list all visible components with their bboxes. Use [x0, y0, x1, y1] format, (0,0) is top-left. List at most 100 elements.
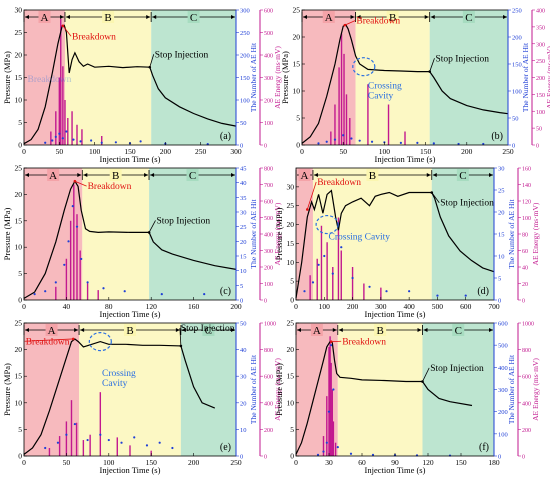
annotation-arrow	[148, 220, 156, 233]
ae-energy-tick-label: 200	[536, 76, 545, 82]
ae-hit-axis-title: The Number of AE Hit	[521, 42, 530, 112]
x-tick-label: 180	[488, 458, 500, 467]
stage-label-A: A	[48, 325, 56, 337]
x-tick-label: 0	[22, 302, 26, 311]
y-tick-label: 0	[18, 452, 22, 461]
ae-hit-tick-label: 45	[240, 166, 247, 173]
y-tick-label: 20	[293, 33, 301, 42]
stage-label-C: C	[465, 12, 472, 24]
panel-label: (b)	[491, 131, 503, 142]
ae-hit-point	[86, 281, 89, 284]
ae-hit-point	[327, 410, 331, 413]
y-tick-label: 25	[287, 201, 295, 210]
stage-label-bg	[124, 324, 136, 336]
x-tick-label: 250	[195, 147, 207, 156]
x-tick-label: 60	[358, 458, 366, 467]
stage-label-bg	[366, 169, 379, 181]
x-axis-title: Injection Time (s)	[375, 154, 436, 164]
y-tick-label: 25	[293, 6, 301, 15]
x-tick-label: 80	[105, 302, 113, 311]
ae-energy-tick-label: 40	[522, 266, 528, 272]
ae-energy-axis-title: AE Energy (ms·mV)	[273, 358, 282, 421]
crossing-cavity-circle	[352, 57, 376, 77]
ae-hit-point	[325, 140, 328, 143]
ae-hit-tick-label: 20	[240, 400, 247, 407]
ae-energy-tick-label: 100	[536, 110, 545, 116]
ae-hit-point	[120, 441, 123, 444]
annotation-line: Crossing	[368, 81, 402, 91]
annotation-label: Stop Injection	[157, 216, 211, 226]
ae-hit-point	[436, 294, 439, 297]
y-tick-label: 30	[15, 6, 23, 15]
ae-hit-tick-label: 40	[240, 180, 247, 187]
ae-hit-point	[457, 142, 460, 146]
annotation-arrowhead	[329, 340, 333, 343]
y-tick-label: 15	[15, 216, 23, 225]
y-tick-label: 15	[15, 73, 23, 82]
panel-e: A B C Breakdown Crossing Cavity Stop Injection…	[2, 319, 282, 476]
ae-hit-tick-label: 150	[512, 62, 522, 69]
ae-hit-point	[139, 140, 142, 143]
ae-hit-axis-title: The Number of AE Hit	[249, 354, 258, 424]
ae-hit-tick-label: 0	[498, 298, 501, 305]
x-tick-label: 150	[146, 458, 158, 467]
annotation-arrow	[431, 192, 440, 203]
ae-hit-tick-label: 250	[512, 8, 522, 15]
ae-hit-point	[317, 263, 320, 266]
y-tick-label: 25	[287, 319, 295, 328]
ae-energy-tick-label: 50	[536, 127, 542, 133]
y-tick-label: 10	[293, 87, 301, 96]
ae-energy-tick-label: 400	[522, 401, 531, 407]
ae-hit-point	[54, 281, 57, 284]
ae-hit-tick-label: 200	[512, 35, 522, 42]
annotation-arrowhead	[147, 231, 151, 234]
pressure-line	[23, 179, 237, 299]
x-tick-label: 600	[460, 302, 472, 311]
ae-hit-point	[330, 344, 333, 347]
y-axis-title: Pressure (MPa)	[2, 363, 12, 416]
stage-label-bg	[187, 11, 200, 23]
x-tick-label: 40	[63, 302, 71, 311]
annotation-arrow	[429, 58, 435, 72]
ae-hit-axis-title: The Number of AE Hit	[507, 199, 516, 269]
ae-energy-tick-label: 800	[264, 167, 273, 173]
stage-region-A	[24, 10, 65, 145]
ae-hit-point	[482, 142, 485, 146]
ae-hit-tick-label: 50	[240, 120, 247, 127]
ae-hit-tick-label: 600	[498, 321, 508, 328]
ae-energy-axis-title: AE Energy (ms·mV)	[273, 46, 282, 109]
stage-label-B: B	[389, 12, 396, 24]
y-axis-title: Pressure (MPa)	[274, 208, 284, 261]
ae-hit-point	[100, 141, 103, 144]
annotation-line: Cavity	[368, 91, 394, 101]
x-tick-label: 250	[230, 458, 242, 467]
ae-hit-point	[107, 438, 110, 442]
ae-hit-tick-label: 300	[498, 387, 508, 394]
ae-hit-tick-label: 200	[498, 409, 508, 416]
x-axis-title: Injection Time (s)	[365, 465, 426, 475]
ae-hit-point	[385, 290, 388, 293]
ae-energy-axis-title: AE Energy (ms·mV)	[531, 358, 540, 421]
stage-region-C	[429, 10, 508, 145]
ae-hit-point	[56, 441, 60, 444]
stage-label-bg	[109, 169, 122, 181]
ae-hit-point	[67, 240, 70, 243]
ae-hit-point	[158, 441, 161, 444]
annotation-label: Stop Injection	[435, 54, 489, 64]
x-tick-label: 700	[488, 302, 500, 311]
stage-label-A: A	[313, 325, 321, 337]
annotation-label: Breakdown	[72, 32, 116, 42]
y-tick-label: 30	[287, 182, 295, 191]
ae-energy-tick-label: 600	[264, 375, 273, 381]
ae-hit-tick-label: 50	[512, 116, 519, 123]
x-tick-label: 160	[188, 302, 200, 311]
stage-label-C: C	[459, 170, 466, 182]
panel-d: A B C Breakdown Crossing Cavity Stop Injectio…	[274, 166, 540, 320]
ae-energy-tick-label: 600	[264, 9, 273, 15]
ae-hit-point	[102, 287, 105, 290]
x-tick-label: 150	[455, 458, 467, 467]
ae-energy-tick-label: 300	[536, 42, 545, 48]
